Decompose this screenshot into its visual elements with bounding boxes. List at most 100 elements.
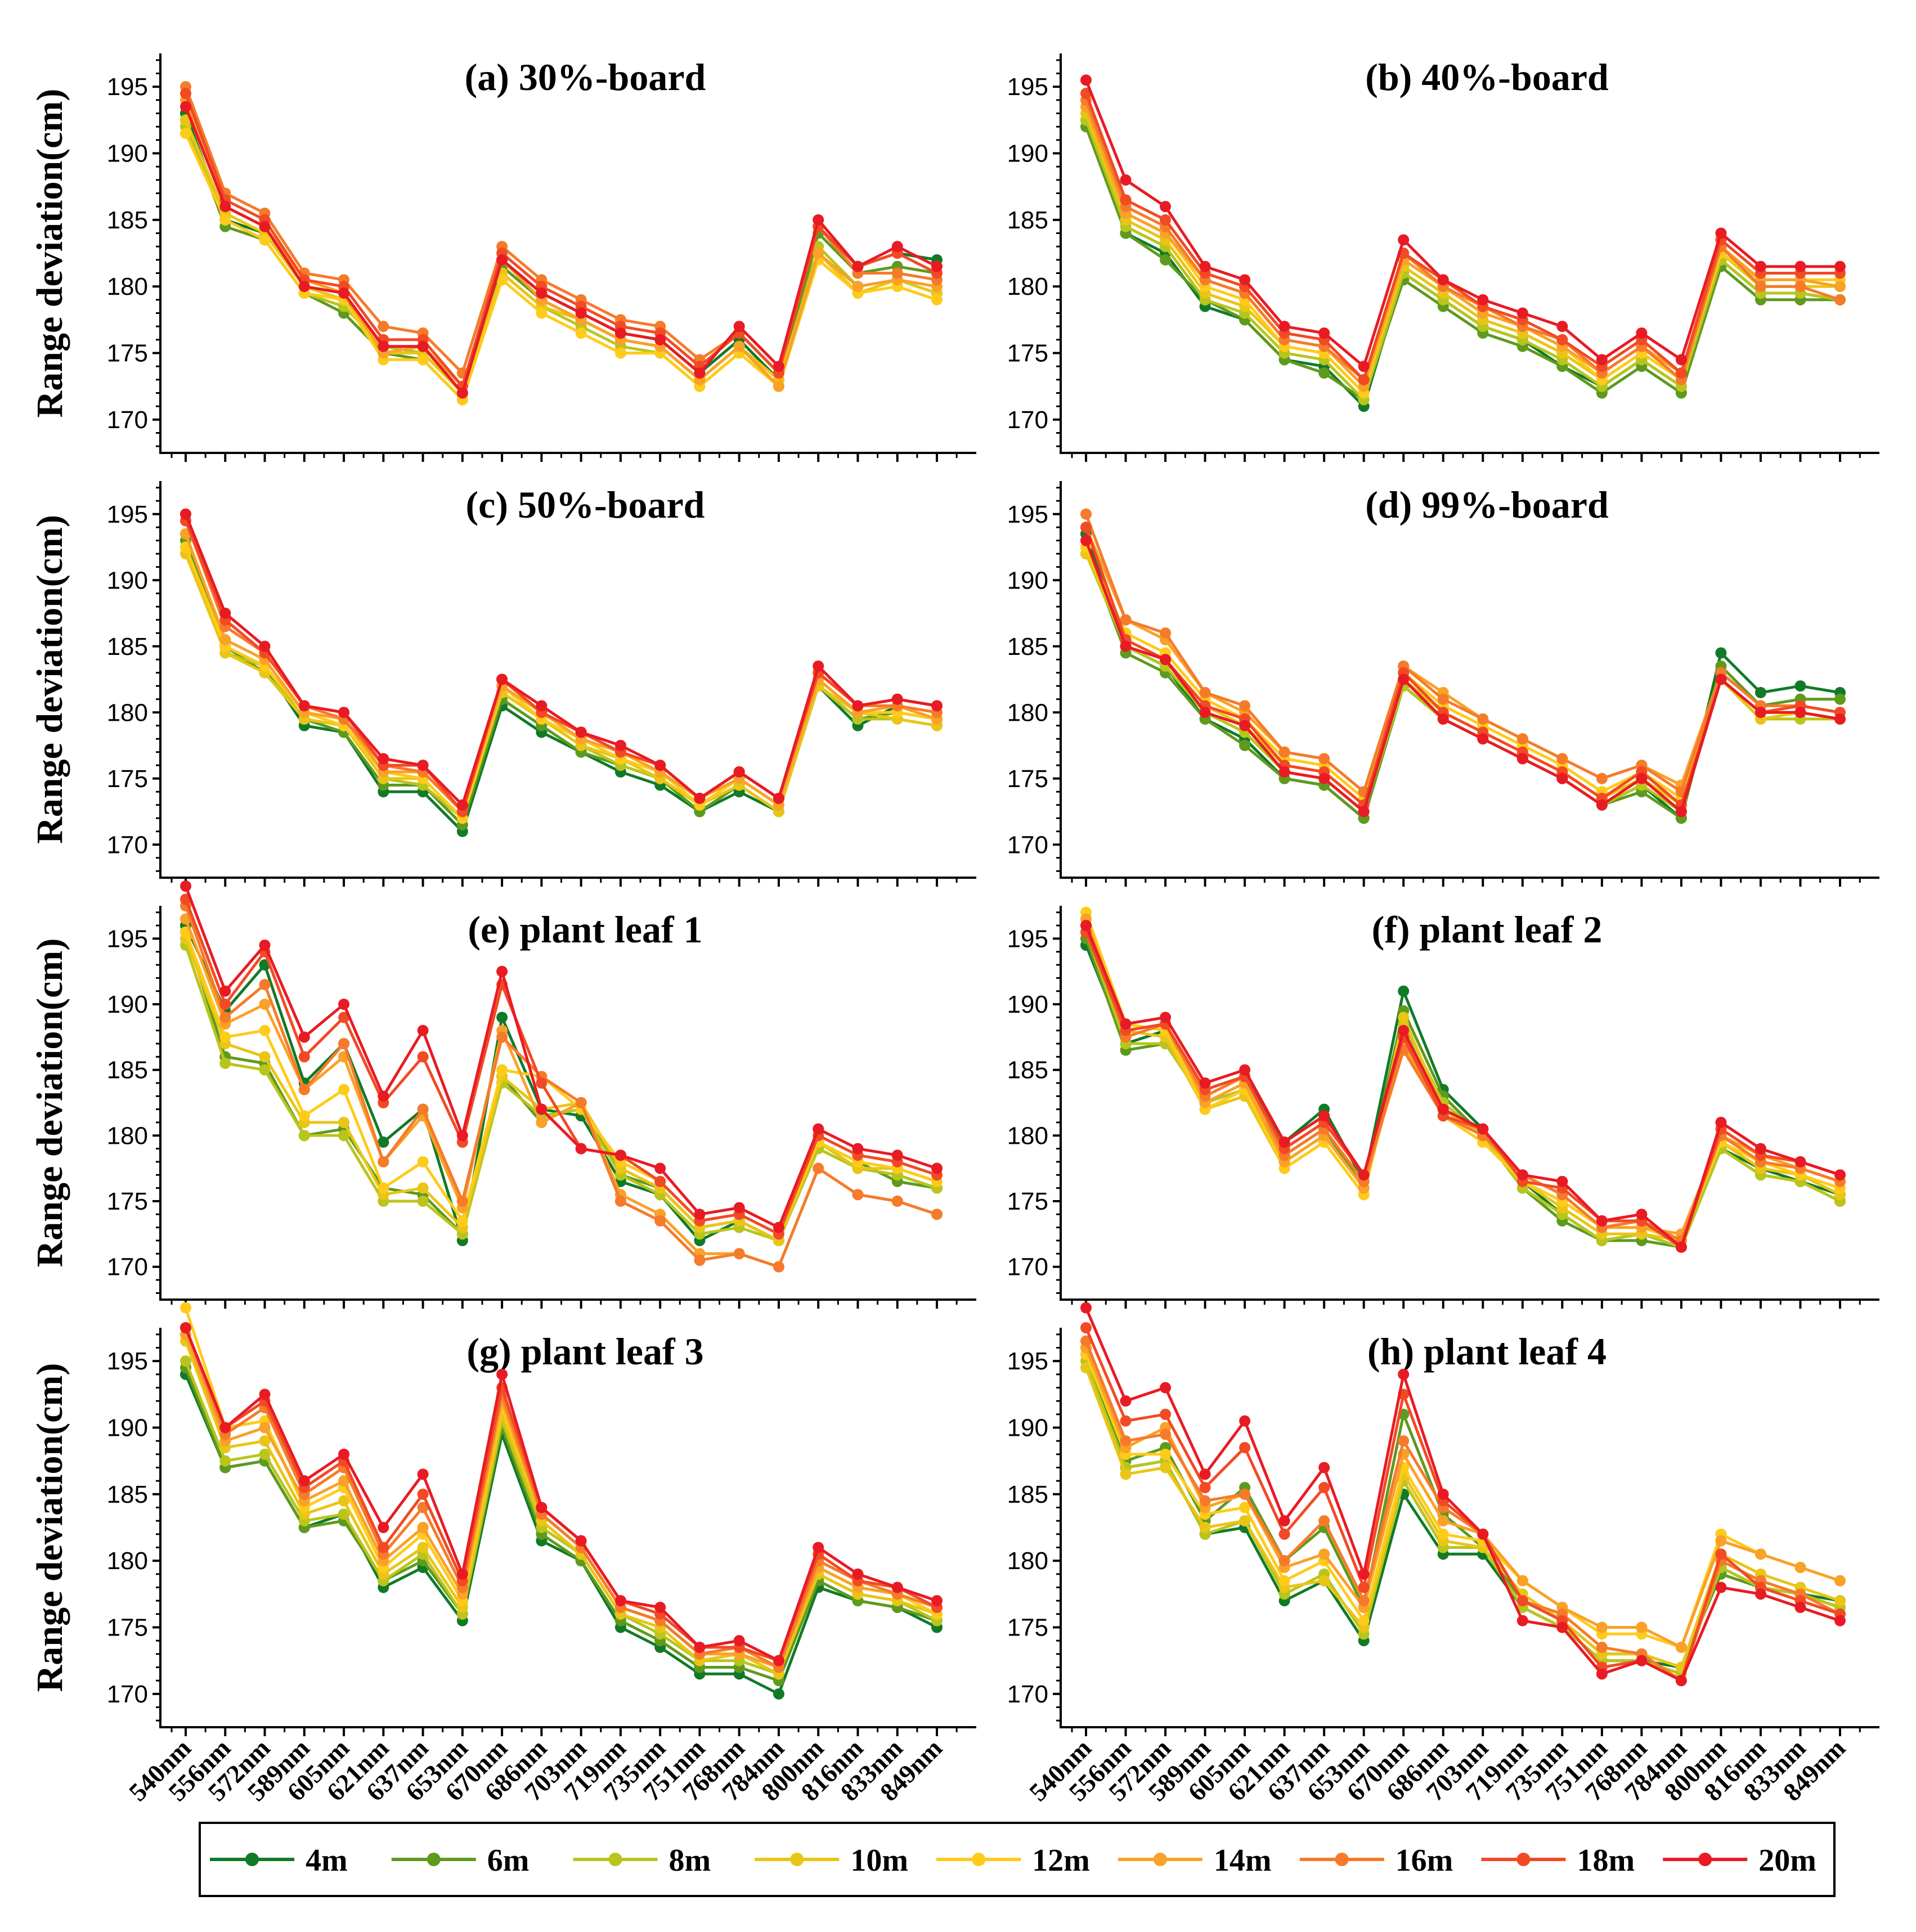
series-20m (1080, 1302, 1846, 1687)
legend-item-8m: 8m (573, 1843, 711, 1878)
data-point-18m (1278, 1528, 1290, 1540)
panel-title: (h) plant leaf 4 (1367, 1330, 1607, 1373)
legend-item-4m: 4m (210, 1843, 348, 1878)
axis-frame (159, 906, 976, 1301)
data-point-14m (1755, 1548, 1766, 1560)
data-point-20m (773, 793, 784, 804)
data-point-10m (1318, 1575, 1330, 1587)
data-point-20m (614, 1595, 626, 1607)
y-tick-label: 180 (1007, 273, 1048, 300)
data-point-20m (891, 693, 903, 705)
y-tick-label: 180 (107, 1547, 148, 1575)
data-point-20m (1755, 707, 1766, 718)
y-tick-label: 175 (107, 340, 148, 367)
series-line-16m (1084, 925, 1841, 1242)
data-point-20m (1675, 1241, 1687, 1253)
data-point-20m (733, 1202, 745, 1214)
data-point-20m (180, 508, 191, 520)
data-point-20m (219, 201, 231, 213)
series-14m (180, 1328, 943, 1673)
data-point-10m (1239, 1515, 1251, 1527)
data-point-20m (1160, 201, 1172, 213)
series-line-12m (184, 931, 937, 1235)
panel-4: 170 175 180 185 190 195 (d) 99%-board (1007, 481, 1879, 887)
y-tick-label: 170 (107, 831, 148, 859)
panel-2: 170 175 180 185 190 195 (b) 40%-board (1007, 53, 1879, 462)
y-tick-label: 195 (1007, 925, 1048, 952)
data-point-20m (1477, 294, 1489, 305)
y-tick-label: 190 (107, 140, 148, 168)
data-point-20m (1556, 1621, 1568, 1633)
data-point-20m (1120, 1018, 1132, 1030)
data-point-10m (1160, 1462, 1172, 1473)
data-point-10m (1199, 1522, 1211, 1533)
data-point-12m (298, 1110, 310, 1122)
series-line-20m (1084, 925, 1841, 1249)
panel-3: 170 175 180 185 190 195 Range deviation(cm) (c)… (29, 481, 976, 887)
data-point-20m (1437, 1488, 1449, 1500)
data-point-16m (1239, 700, 1251, 712)
data-point-12m (456, 1215, 468, 1226)
data-point-20m (298, 281, 310, 293)
series-line-12m (184, 132, 937, 401)
data-point-10m (338, 1495, 350, 1507)
axis-frame (1060, 53, 1879, 454)
legend-label: 12m (1032, 1843, 1090, 1878)
data-point-18m (1199, 1482, 1211, 1493)
legend-swatch-marker (1335, 1853, 1349, 1866)
data-point-20m (931, 1162, 943, 1174)
data-point-12m (1278, 1575, 1290, 1587)
data-point-12m (219, 1031, 231, 1043)
data-point-20m (1755, 260, 1766, 272)
data-point-20m (1437, 1103, 1449, 1115)
y-tick-label: 190 (1007, 991, 1048, 1018)
panels: 170 175 180 185 190 195 Range deviation(cm) (a)… (29, 53, 1879, 1807)
series-6m (180, 926, 943, 1246)
data-point-20m (259, 940, 271, 951)
data-point-20m (1160, 1012, 1172, 1023)
data-point-20m (1675, 1675, 1687, 1687)
series-20m (180, 880, 943, 1233)
series-12m (180, 926, 943, 1240)
data-point-20m (1358, 1169, 1370, 1181)
data-point-18m (1715, 1548, 1727, 1560)
data-point-18m (338, 1012, 350, 1023)
data-point-10m (338, 1117, 350, 1128)
series-line-18m (184, 520, 937, 813)
data-point-16m (1556, 753, 1568, 765)
data-point-20m (1398, 1368, 1410, 1380)
series-18m (180, 515, 943, 817)
y-axis-label: Range deviation(cm) (29, 938, 70, 1268)
data-point-20m (1120, 174, 1132, 186)
data-point-20m (931, 260, 943, 272)
data-point-14m (219, 634, 231, 645)
data-point-16m (1278, 1555, 1290, 1567)
data-point-12m (1358, 1615, 1370, 1627)
legend-swatch-marker (790, 1853, 804, 1866)
data-point-16m (298, 1084, 310, 1095)
data-point-20m (1556, 1176, 1568, 1187)
data-point-4m (1794, 680, 1806, 692)
data-point-16m (1080, 1335, 1092, 1347)
data-point-16m (1199, 687, 1211, 698)
data-point-14m (1516, 1575, 1528, 1587)
data-point-14m (259, 999, 271, 1010)
y-tick-label: 195 (1007, 1347, 1048, 1375)
data-point-20m (1239, 720, 1251, 731)
data-point-16m (773, 1261, 784, 1273)
data-point-20m (1834, 1615, 1846, 1627)
data-point-18m (417, 1488, 429, 1500)
data-point-20m (575, 307, 587, 319)
data-point-8m (298, 1130, 310, 1142)
data-point-18m (654, 1176, 666, 1187)
data-point-20m (1160, 654, 1172, 666)
legend-item-20m: 20m (1663, 1843, 1816, 1878)
data-point-14m (1834, 281, 1846, 293)
data-point-8m (259, 1064, 271, 1076)
data-point-16m (1755, 281, 1766, 293)
data-point-18m (219, 999, 231, 1010)
series-20m (1080, 74, 1846, 372)
series-line-6m (184, 931, 937, 1242)
y-tick-label: 195 (107, 1347, 148, 1375)
series-4m (180, 920, 943, 1246)
